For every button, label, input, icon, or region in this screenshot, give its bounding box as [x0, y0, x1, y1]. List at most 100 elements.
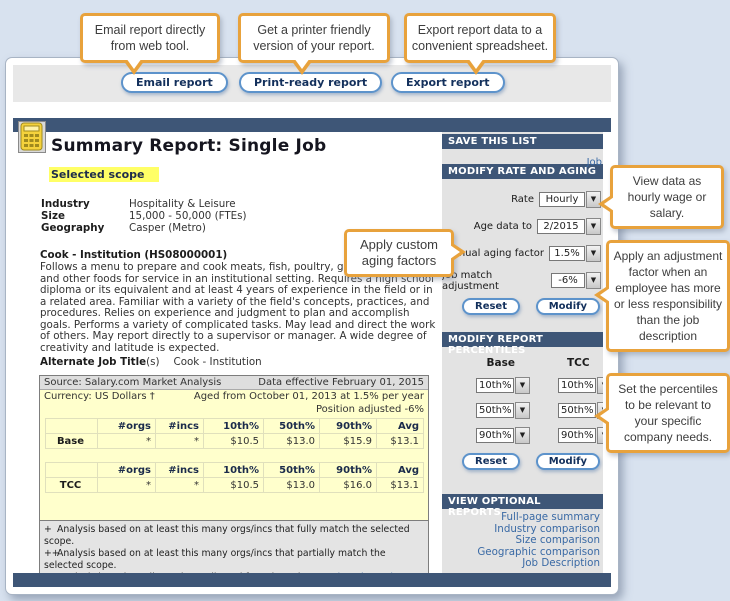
- row-label: Base: [45, 433, 98, 449]
- callout-aging-factors: Apply custom aging factors: [344, 229, 466, 277]
- cell: *: [155, 433, 204, 449]
- link-job-description[interactable]: Job Description: [522, 557, 600, 569]
- alternate-job-title-label: Alternate Job Title: [40, 356, 147, 368]
- tcc-percentile-1-select[interactable]: 10th% ▼: [558, 377, 603, 394]
- dropdown-arrow-icon[interactable]: ▼: [515, 427, 530, 444]
- column-header: 50th%: [263, 462, 320, 478]
- footnote: + Analysis based on at least this many or…: [44, 524, 424, 548]
- cell: $13.1: [376, 477, 424, 493]
- reset-button[interactable]: Reset: [462, 298, 520, 315]
- job-link[interactable]: Job: [586, 157, 602, 168]
- callout-rate: View data as hourly wage or salary.: [598, 165, 724, 229]
- footnote-marker: +: [44, 524, 52, 535]
- dropdown-arrow-icon[interactable]: ▼: [586, 245, 601, 262]
- callout-text: Apply custom aging factors: [359, 237, 439, 268]
- column-header: #orgs: [97, 462, 156, 478]
- cell: *: [97, 433, 156, 449]
- column-header: 90th%: [319, 462, 377, 478]
- table-spacer: [40, 493, 428, 520]
- dropdown-arrow-icon[interactable]: ▼: [515, 377, 530, 394]
- base-percentile-3-select[interactable]: 90th% ▼: [476, 427, 530, 444]
- base-percentile-2-value: 50th%: [476, 403, 514, 418]
- aging-factor-value: 1.5%: [549, 246, 585, 261]
- age-data-select[interactable]: 2/2015 ▼: [537, 218, 601, 235]
- rate-label: Rate: [511, 194, 534, 205]
- base-percentile-2-select[interactable]: 50th% ▼: [476, 402, 530, 419]
- modify-button[interactable]: Modify: [535, 298, 600, 315]
- link-full-page-summary[interactable]: Full-page summary: [501, 511, 600, 523]
- footnote-marker: *: [44, 572, 57, 573]
- tcc-percentile-1-value: 10th%: [558, 378, 596, 393]
- table-effective-date: Data effective February 01, 2015: [258, 377, 424, 388]
- footnote-text: Analysis based on all orgs/incs adjusted…: [57, 572, 334, 573]
- export-report-button[interactable]: Export report: [391, 72, 505, 93]
- rate-value: Hourly: [539, 192, 585, 207]
- job-match-value: -6%: [551, 273, 585, 288]
- link-size-comparison[interactable]: Size comparison: [515, 534, 600, 546]
- callout-export-report: Export report data to a convenient sprea…: [404, 13, 556, 75]
- job-match-control-row: Job match adjustment -6% ▼: [442, 270, 603, 292]
- table-aged: Aged from October 01, 2013 at 1.5% per y…: [193, 391, 424, 402]
- alternate-job-title-suffix: (s): [146, 356, 160, 368]
- job-match-select[interactable]: -6% ▼: [551, 272, 601, 289]
- print-ready-report-button[interactable]: Print-ready report: [239, 72, 383, 93]
- save-list-row: Job: [442, 149, 603, 168]
- aging-factor-label: Annual aging factor: [445, 248, 544, 259]
- percentile-modify-button[interactable]: Modify: [535, 453, 600, 470]
- dropdown-arrow-icon[interactable]: ▼: [515, 402, 530, 419]
- link-geographic-comparison[interactable]: Geographic comparison: [477, 545, 600, 558]
- dropdown-arrow-icon[interactable]: ▼: [586, 218, 601, 235]
- cell: $10.5: [203, 433, 264, 449]
- aging-factor-control-row: Annual aging factor 1.5% ▼: [442, 245, 603, 262]
- callout-text: Apply an adjustment factor when an emplo…: [613, 249, 723, 343]
- sidebar-header-save-this-list: SAVE THIS LIST: [442, 134, 603, 149]
- job-title: Cook - Institution (HS08000001): [40, 249, 228, 261]
- rate-select[interactable]: Hourly ▼: [539, 191, 601, 208]
- scope-row-size: Size 15,000 - 50,000 (FTEs): [41, 210, 442, 222]
- column-header: #orgs: [97, 418, 156, 434]
- report-window: Email report Print-ready report Export r…: [5, 57, 619, 595]
- cell: $13.0: [263, 477, 320, 493]
- footnote-text: Analysis based on at least this many org…: [44, 548, 386, 571]
- salary-table: Source: Salary.com Market Analysis Data …: [39, 375, 429, 573]
- table-currency-row: Currency: US Dollars † Aged from October…: [40, 390, 428, 403]
- column-header: 10th%: [203, 418, 264, 434]
- aging-factor-select[interactable]: 1.5% ▼: [549, 245, 601, 262]
- percentile-reset-button[interactable]: Reset: [462, 453, 520, 470]
- column-header: 10th%: [203, 462, 264, 478]
- dropdown-arrow-icon[interactable]: ▼: [597, 427, 603, 444]
- scope-label: Industry: [41, 198, 90, 210]
- dropdown-arrow-icon[interactable]: ▼: [597, 377, 603, 394]
- callout-text: Set the percentiles to be relevant to yo…: [618, 382, 718, 444]
- base-percentile-1-select[interactable]: 10th% ▼: [476, 377, 530, 394]
- percentile-column-headers: Base TCC: [442, 357, 603, 369]
- percentile-row-3: 90th% ▼ 90th% ▼: [442, 427, 603, 444]
- table-source: Source: Salary.com Market Analysis: [44, 377, 222, 388]
- callout-text: Get a printer friendly version of your r…: [253, 23, 375, 53]
- spacer-row: [46, 449, 424, 463]
- dropdown-arrow-icon[interactable]: ▼: [586, 272, 601, 289]
- top-divider-bar: [13, 118, 611, 132]
- rate-control-row: Rate Hourly ▼: [442, 191, 603, 208]
- email-report-button[interactable]: Email report: [121, 72, 228, 93]
- footnote-marker: ++: [44, 548, 60, 559]
- percentile-buttons: Reset Modify: [442, 453, 603, 470]
- scope-row-industry: Industry Hospitality & Leisure: [41, 198, 442, 210]
- empty-cell: [45, 418, 98, 434]
- callout-text: Export report data to a convenient sprea…: [411, 23, 549, 53]
- cell: $10.5: [203, 477, 264, 493]
- cell: $13.1: [376, 433, 424, 449]
- table-row-tcc: TCC * * $10.5 $13.0 $16.0 $13.1: [45, 477, 424, 493]
- table-position-row: Position adjusted -6%: [40, 403, 428, 416]
- table-row-base: Base * * $10.5 $13.0 $15.9 $13.1: [45, 433, 424, 449]
- selected-scope-highlight: Selected scope: [49, 167, 159, 182]
- read-more-link[interactable]: (Read more): [337, 572, 395, 573]
- link-industry-comparison[interactable]: Industry comparison: [494, 522, 600, 535]
- tcc-percentile-3-select[interactable]: 90th% ▼: [558, 427, 603, 444]
- table-position-adjusted: Position adjusted -6%: [316, 404, 424, 415]
- bottom-divider-bar: [13, 573, 611, 587]
- base-column-label: Base: [486, 357, 515, 369]
- scope-value: 15,000 - 50,000 (FTEs): [129, 210, 247, 222]
- scope-label: Size: [41, 210, 65, 222]
